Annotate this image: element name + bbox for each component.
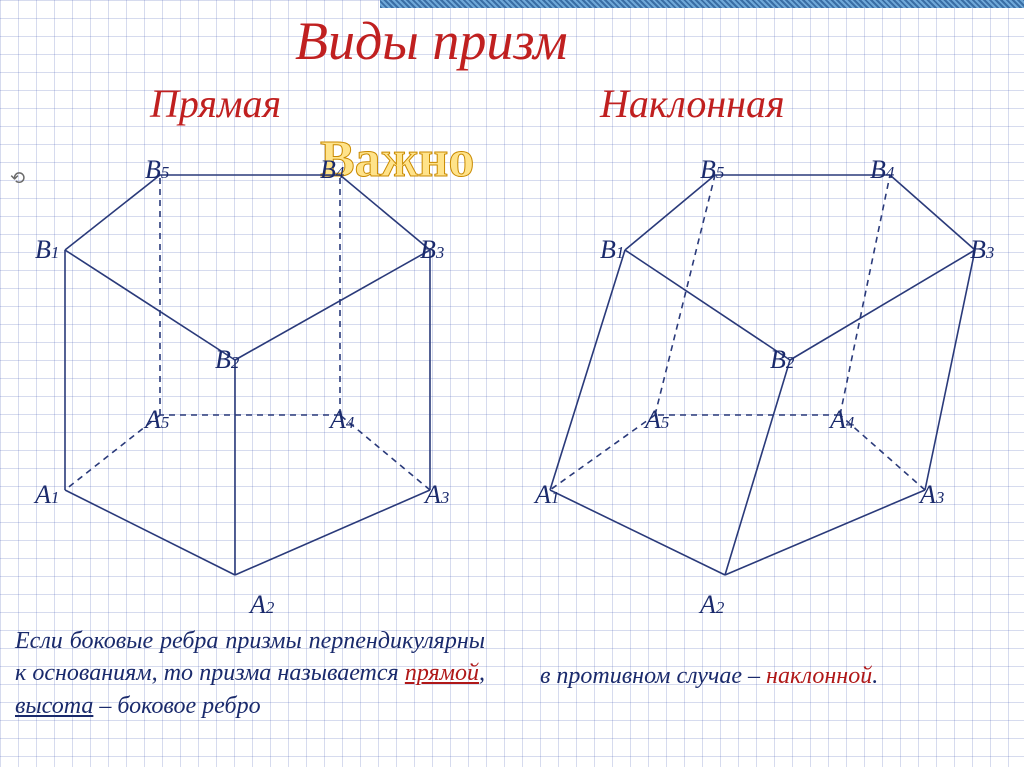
vertex-label-A4: A4 [830, 405, 854, 435]
vertex-label-A1: A1 [35, 480, 59, 510]
top-decorative-border [380, 0, 1024, 8]
vertex-label-A3: A3 [425, 480, 449, 510]
caption-left: Если боковые ребра призмы перпендикулярн… [15, 625, 485, 722]
vertex-label-B1: B1 [35, 235, 59, 265]
vertex-label-A5: A5 [145, 405, 169, 435]
vertex-label-B3: B3 [970, 235, 994, 265]
vertex-label-A4: A4 [330, 405, 354, 435]
vertex-label-B5: B5 [145, 155, 169, 185]
page-title: Виды призм [295, 10, 568, 72]
vertex-label-B4: B4 [320, 155, 344, 185]
vertex-label-B1: B1 [600, 235, 624, 265]
subtitle-left: Прямая [150, 80, 281, 127]
vertex-label-B2: B2 [770, 345, 794, 375]
caption-right: в противном случае – наклонной. [540, 660, 990, 692]
vertex-label-A5: A5 [645, 405, 669, 435]
vertex-label-A2: A2 [250, 590, 274, 620]
prism-left [40, 150, 470, 580]
refresh-icon: ⟲ [10, 168, 25, 189]
vertex-label-B2: B2 [215, 345, 239, 375]
vertex-label-B4: B4 [870, 155, 894, 185]
vertex-label-B5: B5 [700, 155, 724, 185]
vertex-label-A1: A1 [535, 480, 559, 510]
vertex-label-A2: A2 [700, 590, 724, 620]
subtitle-right: Наклонная [600, 80, 785, 127]
vertex-label-A3: A3 [920, 480, 944, 510]
vertex-label-B3: B3 [420, 235, 444, 265]
